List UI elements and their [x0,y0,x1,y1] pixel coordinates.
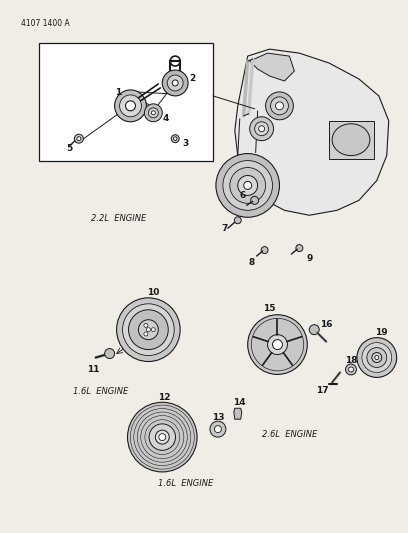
Circle shape [171,135,179,143]
Circle shape [129,310,168,350]
Text: 9: 9 [306,254,313,263]
Circle shape [275,102,284,110]
Polygon shape [234,408,242,419]
Circle shape [223,160,273,211]
Circle shape [271,97,288,115]
Circle shape [149,424,175,450]
Circle shape [309,325,319,335]
Circle shape [159,434,166,441]
Circle shape [126,101,135,111]
Circle shape [162,70,188,96]
Circle shape [372,352,382,362]
Circle shape [138,320,158,340]
Text: 4: 4 [162,114,169,123]
Circle shape [172,80,178,86]
Circle shape [173,137,177,141]
Circle shape [367,348,387,367]
Circle shape [357,337,397,377]
Circle shape [238,175,257,196]
Circle shape [151,328,155,332]
Circle shape [248,315,307,375]
Text: 18: 18 [345,356,357,365]
Ellipse shape [332,124,370,156]
Circle shape [296,245,303,252]
Circle shape [375,356,379,360]
Circle shape [128,402,197,472]
Bar [329,121,374,158]
Text: 8: 8 [248,257,255,266]
Circle shape [215,426,222,433]
Circle shape [259,126,264,132]
Text: 3: 3 [182,139,188,148]
Circle shape [105,349,115,359]
Circle shape [266,92,293,120]
Bar [39,43,213,160]
Circle shape [346,364,357,375]
Circle shape [167,75,183,91]
Polygon shape [250,53,295,81]
Circle shape [210,421,226,437]
Circle shape [122,304,174,356]
Circle shape [261,247,268,254]
Circle shape [120,95,142,117]
Text: 15: 15 [263,304,276,313]
Text: 2.6L  ENGINE: 2.6L ENGINE [262,430,317,439]
Circle shape [273,340,282,350]
Text: 17: 17 [316,386,328,395]
Circle shape [244,181,252,189]
Circle shape [348,367,353,372]
Text: 10: 10 [147,288,160,297]
Circle shape [77,136,81,141]
Text: 7: 7 [222,224,228,233]
Text: 13: 13 [212,413,224,422]
Text: 16: 16 [320,320,333,329]
Circle shape [155,430,169,444]
Circle shape [144,324,148,327]
Circle shape [251,196,259,204]
Text: 6: 6 [239,191,246,200]
Circle shape [216,154,279,217]
Circle shape [234,217,241,224]
Circle shape [151,111,155,115]
Text: 2.2L  ENGINE: 2.2L ENGINE [91,214,146,223]
Circle shape [255,122,268,136]
Text: 1.6L  ENGINE: 1.6L ENGINE [73,387,129,396]
Circle shape [117,298,180,361]
Text: 1.6L  ENGINE: 1.6L ENGINE [157,479,213,488]
Circle shape [144,104,162,122]
Circle shape [268,335,287,354]
Circle shape [362,343,392,373]
Text: 5: 5 [66,144,72,153]
Circle shape [250,117,273,141]
Text: 14: 14 [233,398,246,407]
Circle shape [230,167,266,203]
Circle shape [149,108,158,118]
Text: 19: 19 [375,328,388,337]
Text: 4107 1400 A: 4107 1400 A [21,19,70,28]
Circle shape [144,332,148,336]
Polygon shape [235,49,389,215]
Text: 11: 11 [87,365,100,374]
Text: 12: 12 [158,393,171,402]
Circle shape [74,134,83,143]
Circle shape [115,90,146,122]
Text: 2: 2 [189,75,195,84]
Text: 1: 1 [115,88,122,98]
Circle shape [146,328,151,332]
